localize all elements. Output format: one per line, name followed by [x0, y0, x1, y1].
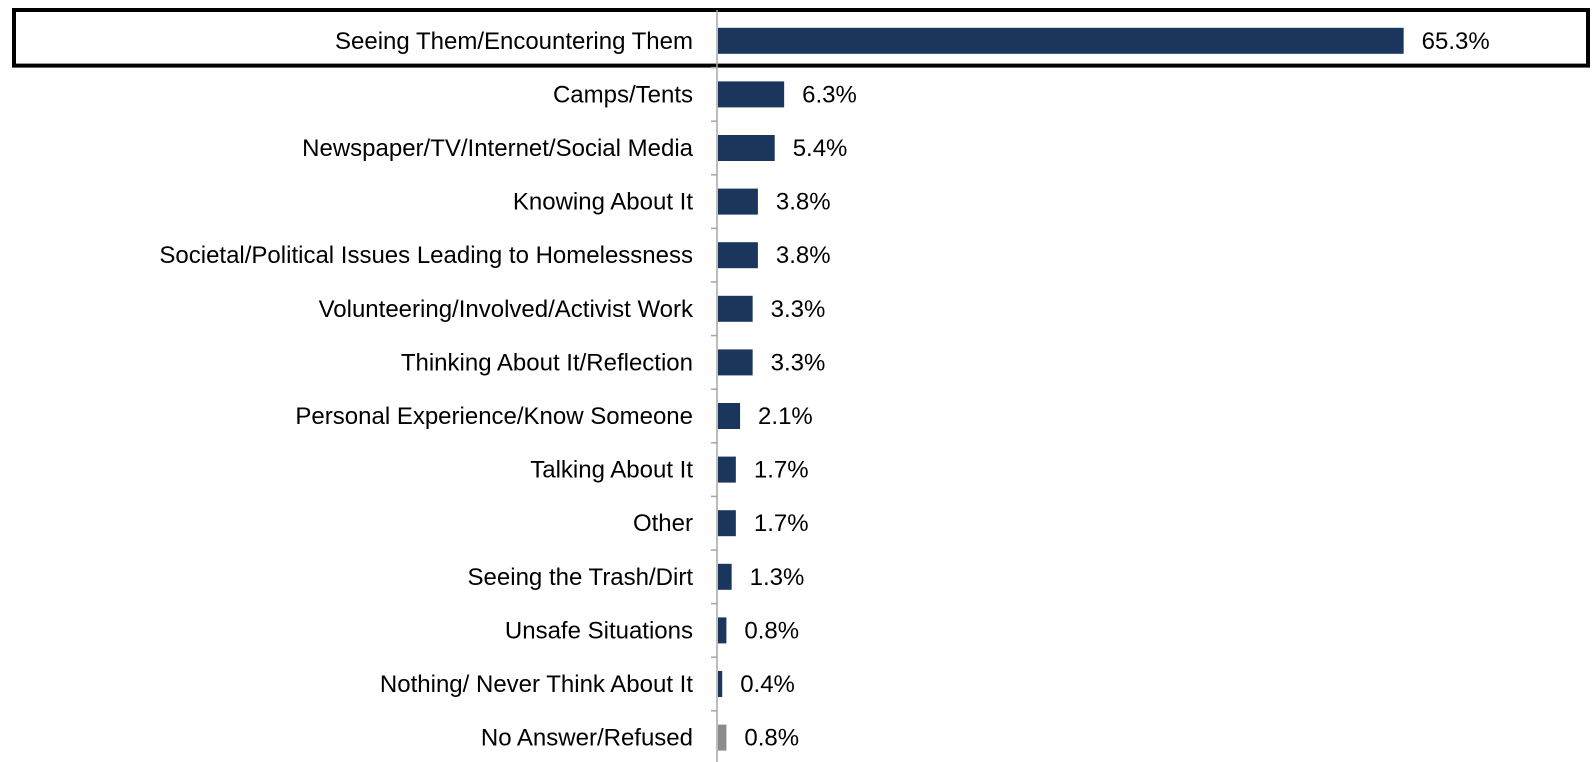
value-label: 0.8%: [744, 725, 799, 752]
value-label: 2.1%: [758, 403, 813, 430]
bar: [718, 456, 736, 483]
value-label: 3.8%: [776, 242, 831, 269]
bar: [718, 135, 775, 161]
bar: [718, 349, 753, 376]
category-label: Newspaper/TV/Internet/Social Media: [302, 135, 694, 162]
value-label: 3.3%: [771, 296, 826, 323]
bar: [718, 27, 1404, 54]
value-label: 3.3%: [771, 349, 826, 376]
value-label: 5.4%: [793, 135, 848, 162]
bar: [718, 295, 753, 322]
category-label: Volunteering/Involved/Activist Work: [319, 296, 694, 323]
bar: [718, 617, 727, 644]
value-label: 1.7%: [754, 510, 809, 537]
category-label: Societal/Political Issues Leading to Hom…: [159, 242, 693, 269]
value-label: 1.3%: [750, 564, 805, 591]
category-label: Thinking About It/Reflection: [401, 349, 693, 376]
bar: [718, 242, 758, 269]
bar: [718, 188, 758, 215]
category-label: Talking About It: [530, 457, 693, 484]
bar: [718, 510, 736, 537]
bar: [718, 563, 732, 590]
value-label: 3.8%: [776, 189, 831, 216]
category-label: No Answer/Refused: [481, 725, 693, 752]
bar: [718, 724, 727, 751]
category-label: Nothing/ Never Think About It: [380, 671, 693, 698]
bar: [718, 403, 741, 429]
category-label: Other: [633, 510, 693, 537]
category-label: Camps/Tents: [553, 81, 693, 108]
value-label: 0.4%: [740, 671, 795, 698]
value-label: 0.8%: [744, 617, 799, 644]
category-label: Knowing About It: [513, 189, 693, 216]
highlight-frame: [12, 8, 1590, 68]
bar: [718, 671, 723, 697]
value-label: 65.3%: [1422, 28, 1490, 55]
category-label: Seeing the Trash/Dirt: [468, 564, 694, 591]
category-label: Unsafe Situations: [505, 617, 693, 644]
bar: [718, 81, 785, 108]
value-label: 1.7%: [754, 457, 809, 484]
value-label: 6.3%: [802, 81, 857, 108]
category-label: Personal Experience/Know Someone: [295, 403, 693, 430]
category-label: Seeing Them/Encountering Them: [335, 28, 693, 55]
